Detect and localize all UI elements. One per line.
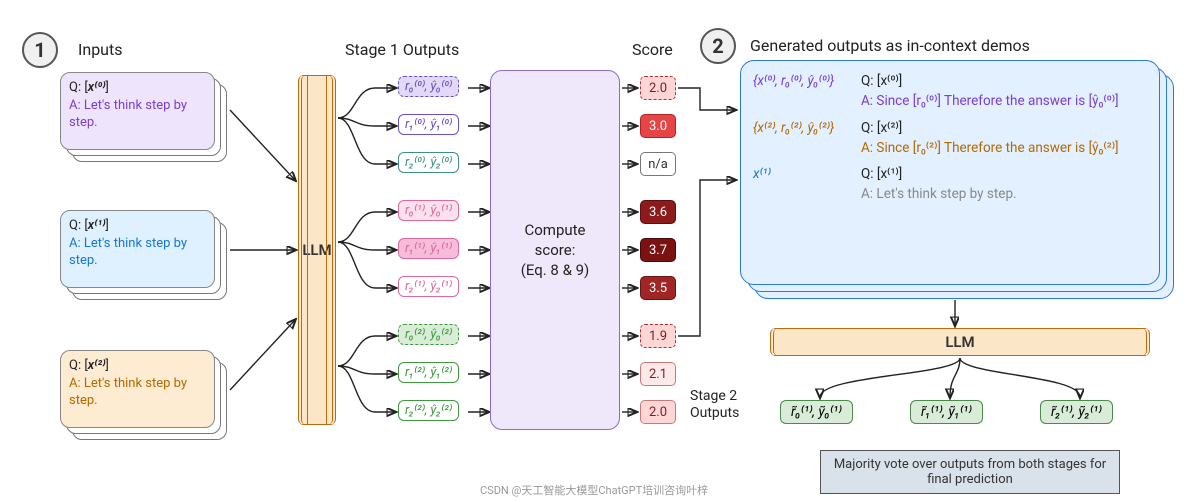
- stage1-outputs-title: Stage 1 Outputs: [345, 40, 459, 59]
- score-4: 3.7: [640, 238, 676, 262]
- stage2-output-1: r̃₁⁽¹⁾, ỹ₁⁽¹⁾: [910, 400, 983, 424]
- input-card-2: Q: [x⁽²⁾]A: Let's think step by step.: [60, 350, 220, 440]
- score-6: 1.9: [640, 324, 676, 348]
- stage1-output-2: r₂⁽⁰⁾, ŷ₂⁽⁰⁾: [398, 152, 459, 173]
- stage2-output-0: r̃₀⁽¹⁾, ỹ₀⁽¹⁾: [780, 400, 853, 424]
- input-q-1: Q: [x⁽¹⁾]: [69, 217, 206, 235]
- demo-row-1: {x⁽²⁾, r₀⁽²⁾, ŷ₀⁽²⁾}Q: [x⁽²⁾]A: Since [r…: [753, 118, 1147, 159]
- majority-vote-note: Majority vote over outputs from both sta…: [820, 450, 1120, 494]
- score-1: 3.0: [640, 114, 676, 138]
- stage2-output-2: r̃₂⁽¹⁾, ỹ₂⁽¹⁾: [1040, 400, 1113, 424]
- demo-row-2: x⁽¹⁾Q: [x⁽¹⁾]A: Let's think step by step…: [753, 164, 1147, 205]
- input-a-1: A: Let's think step by step.: [69, 235, 206, 270]
- stage1-output-4: r₁⁽¹⁾, ŷ₁⁽¹⁾: [398, 238, 459, 259]
- input-a-0: A: Let's think step by step.: [69, 97, 206, 132]
- inputs-title: Inputs: [78, 40, 122, 59]
- demo-key-1: {x⁽²⁾, r₀⁽²⁾, ŷ₀⁽²⁾}: [753, 118, 853, 159]
- score-8: 2.0: [640, 400, 676, 424]
- input-a-2: A: Let's think step by step.: [69, 375, 206, 410]
- demo-body-1: Q: [x⁽²⁾]A: Since [r₀⁽²⁾] Therefore the …: [861, 118, 1147, 159]
- score-7: 2.1: [640, 362, 676, 386]
- stage2-outputs-title: Stage 2 Outputs: [690, 388, 739, 422]
- demo-card-stack: {x⁽⁰⁾, r₀⁽⁰⁾, ŷ₀⁽⁰⁾}Q: [x⁽⁰⁾]A: Since [r…: [740, 60, 1170, 300]
- stage1-output-0: r₀⁽⁰⁾, ŷ₀⁽⁰⁾: [398, 76, 459, 97]
- demo-row-0: {x⁽⁰⁾, r₀⁽⁰⁾, ŷ₀⁽⁰⁾}Q: [x⁽⁰⁾]A: Since [r…: [753, 71, 1147, 112]
- stage1-output-1: r₁⁽⁰⁾, ŷ₁⁽⁰⁾: [398, 114, 459, 135]
- score-title: Score: [632, 40, 673, 59]
- score-0: 2.0: [640, 76, 676, 100]
- stage-badge-2: 2: [700, 28, 736, 64]
- watermark-text: CSDN @天工智能大模型ChatGPT培训咨询叶梓: [480, 482, 708, 498]
- stage1-output-8: r₂⁽²⁾, ŷ₂⁽²⁾: [398, 400, 459, 421]
- input-q-2: Q: [x⁽²⁾]: [69, 357, 206, 375]
- demo-body-0: Q: [x⁽⁰⁾]A: Since [r₀⁽⁰⁾] Therefore the …: [861, 71, 1147, 112]
- input-q-0: Q: [x⁽⁰⁾]: [69, 79, 206, 97]
- stage1-output-5: r₂⁽¹⁾, ŷ₂⁽¹⁾: [398, 276, 459, 297]
- demo-key-0: {x⁽⁰⁾, r₀⁽⁰⁾, ŷ₀⁽⁰⁾}: [753, 71, 853, 112]
- demo-body-2: Q: [x⁽¹⁾]A: Let's think step by step.: [861, 164, 1147, 205]
- input-card-1: Q: [x⁽¹⁾]A: Let's think step by step.: [60, 210, 220, 300]
- input-card-0: Q: [x⁽⁰⁾]A: Let's think step by step.: [60, 72, 220, 162]
- stage-badge-1: 1: [22, 32, 58, 68]
- score-3: 3.6: [640, 200, 676, 224]
- compute-score-box: Compute score: (Eq. 8 & 9): [490, 70, 620, 430]
- compute-line1: Compute: [524, 221, 585, 239]
- stage1-output-3: r₀⁽¹⁾, ŷ₀⁽¹⁾: [398, 200, 459, 221]
- demo-key-2: x⁽¹⁾: [753, 164, 853, 205]
- demos-title: Generated outputs as in-context demos: [750, 36, 1030, 55]
- stage1-output-6: r₀⁽²⁾, ŷ₀⁽²⁾: [398, 324, 459, 345]
- llm-stage2: LLM: [770, 328, 1150, 356]
- llm-stage1: LLM: [298, 75, 336, 425]
- compute-line3: (Eq. 8 & 9): [521, 261, 590, 279]
- compute-line2: score:: [535, 241, 576, 259]
- stage1-output-7: r₁⁽²⁾, ŷ₁⁽²⁾: [398, 362, 459, 383]
- score-2: n/a: [640, 152, 676, 176]
- score-5: 3.5: [640, 276, 676, 300]
